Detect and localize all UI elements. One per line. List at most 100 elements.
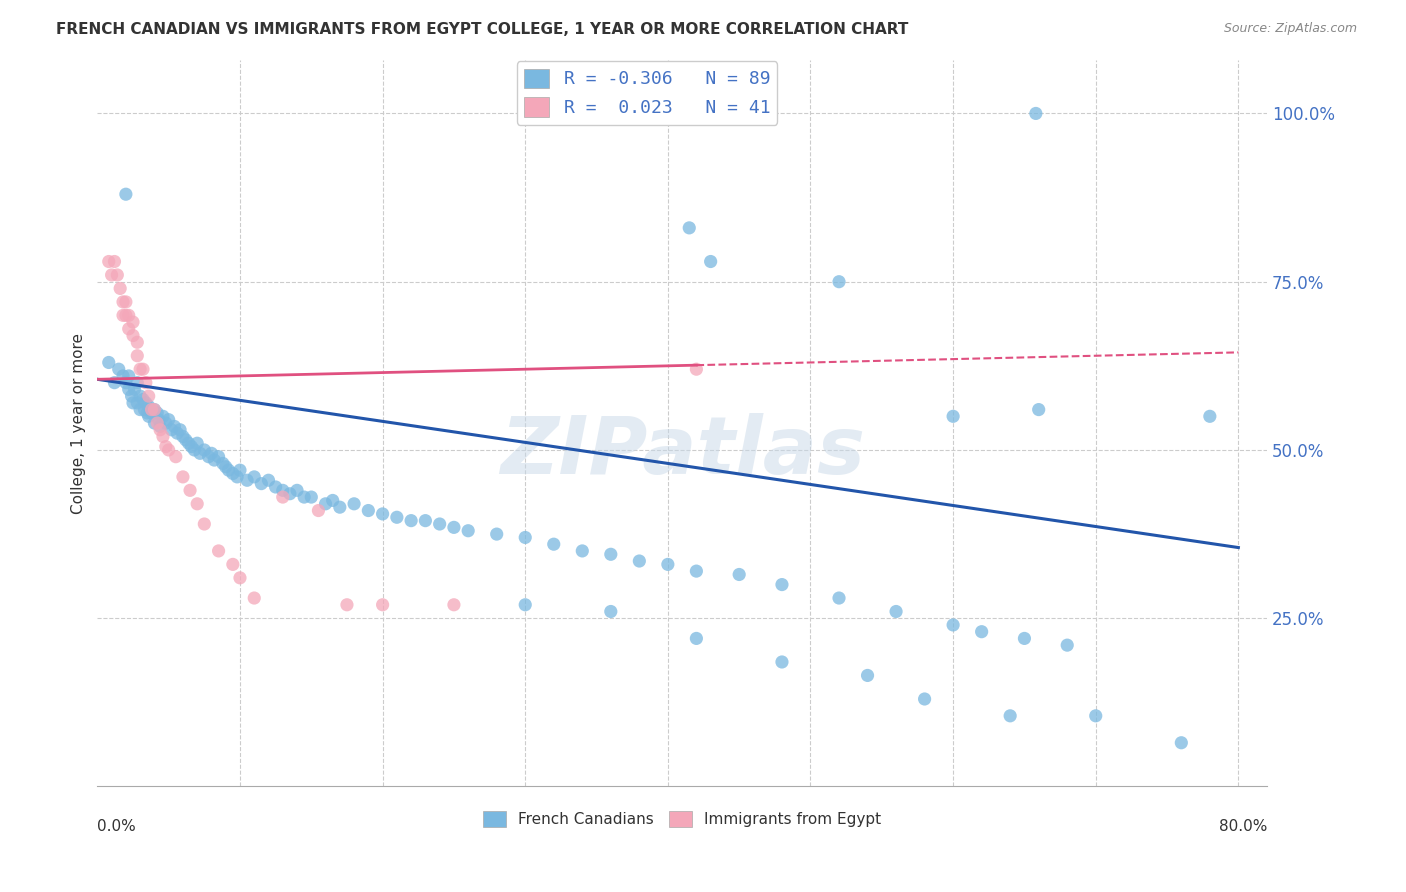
Point	[172, 470, 194, 484]
Point	[136, 406, 159, 420]
Point	[207, 450, 229, 464]
Point	[443, 598, 465, 612]
Point	[108, 281, 131, 295]
Point	[129, 402, 152, 417]
Point	[152, 409, 174, 424]
Point	[385, 510, 408, 524]
Point	[942, 618, 965, 632]
Point	[193, 442, 215, 457]
Point	[141, 406, 163, 420]
Point	[186, 497, 208, 511]
Point	[169, 423, 191, 437]
Point	[121, 389, 143, 403]
Point	[212, 457, 235, 471]
Point	[127, 396, 149, 410]
Point	[336, 598, 359, 612]
Point	[399, 514, 422, 528]
Point	[202, 453, 225, 467]
Point	[118, 368, 141, 383]
Point	[264, 480, 287, 494]
Point	[166, 426, 188, 441]
Text: FRENCH CANADIAN VS IMMIGRANTS FROM EGYPT COLLEGE, 1 YEAR OR MORE CORRELATION CHA: FRENCH CANADIAN VS IMMIGRANTS FROM EGYPT…	[56, 22, 908, 37]
Point	[828, 275, 851, 289]
Point	[165, 450, 187, 464]
Point	[243, 470, 266, 484]
Point	[105, 268, 128, 282]
Point	[429, 516, 451, 531]
Point	[163, 419, 186, 434]
Point	[699, 254, 721, 268]
Point	[728, 567, 751, 582]
Point	[135, 376, 157, 390]
Legend: French Canadians, Immigrants from Egypt: French Canadians, Immigrants from Egypt	[477, 805, 887, 833]
Point	[914, 692, 936, 706]
Point	[207, 544, 229, 558]
Point	[183, 442, 205, 457]
Text: ZIPatlas: ZIPatlas	[499, 413, 865, 491]
Point	[193, 516, 215, 531]
Point	[188, 446, 211, 460]
Point	[1084, 708, 1107, 723]
Point	[285, 483, 308, 498]
Text: 80.0%: 80.0%	[1219, 819, 1267, 834]
Point	[828, 591, 851, 605]
Point	[179, 483, 201, 498]
Point	[770, 655, 793, 669]
Point	[515, 531, 537, 545]
Point	[236, 473, 259, 487]
Point	[292, 490, 315, 504]
Point	[770, 577, 793, 591]
Point	[160, 423, 183, 437]
Point	[543, 537, 565, 551]
Point	[157, 442, 180, 457]
Point	[371, 598, 394, 612]
Point	[100, 268, 122, 282]
Point	[138, 409, 160, 424]
Point	[329, 500, 352, 515]
Point	[135, 396, 157, 410]
Point	[115, 376, 138, 390]
Point	[226, 470, 249, 484]
Point	[299, 490, 322, 504]
Point	[103, 254, 125, 268]
Point	[141, 402, 163, 417]
Point	[1028, 402, 1050, 417]
Point	[1025, 106, 1047, 120]
Point	[138, 389, 160, 403]
Point	[149, 423, 172, 437]
Point	[322, 493, 344, 508]
Point	[218, 463, 240, 477]
Text: 0.0%: 0.0%	[97, 819, 136, 834]
Point	[97, 254, 120, 268]
Point	[115, 187, 138, 202]
Point	[315, 497, 337, 511]
Point	[229, 571, 252, 585]
Point	[415, 514, 437, 528]
Point	[942, 409, 965, 424]
Point	[271, 483, 294, 498]
Point	[152, 429, 174, 443]
Point	[118, 322, 141, 336]
Point	[257, 473, 280, 487]
Point	[146, 416, 169, 430]
Point	[657, 558, 679, 572]
Point	[132, 362, 155, 376]
Point	[685, 632, 707, 646]
Point	[343, 497, 366, 511]
Point	[127, 335, 149, 350]
Point	[122, 315, 145, 329]
Point	[157, 412, 180, 426]
Point	[357, 503, 380, 517]
Point	[143, 416, 166, 430]
Point	[685, 564, 707, 578]
Point	[856, 668, 879, 682]
Point	[271, 490, 294, 504]
Point	[307, 503, 329, 517]
Point	[111, 309, 134, 323]
Point	[146, 406, 169, 420]
Point	[1170, 736, 1192, 750]
Point	[132, 392, 155, 407]
Point	[103, 376, 125, 390]
Point	[111, 368, 134, 383]
Point	[138, 399, 160, 413]
